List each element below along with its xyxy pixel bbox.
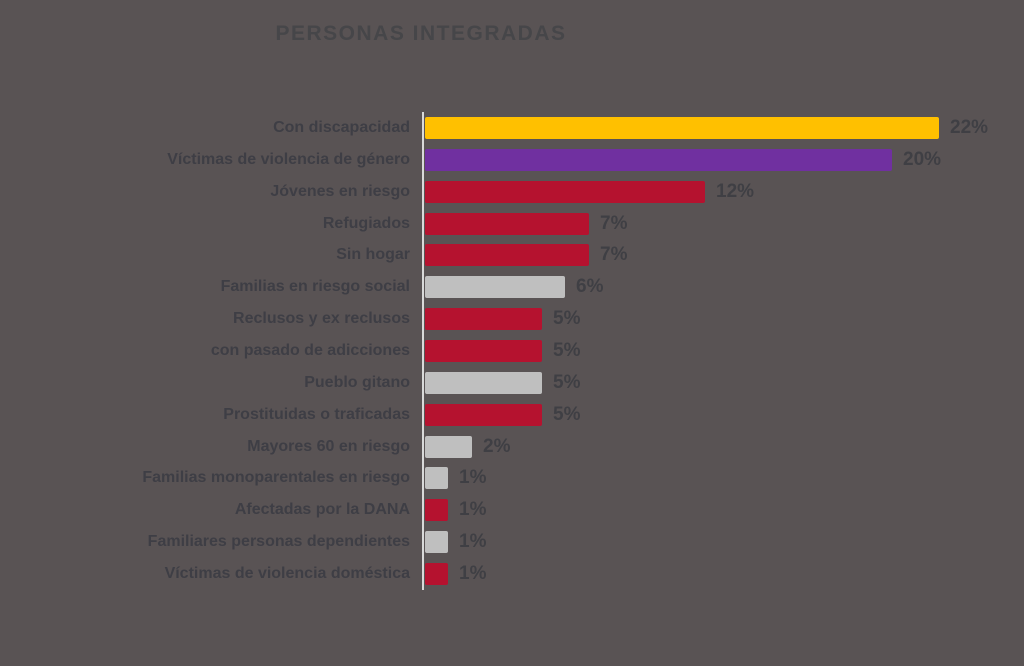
bar-row: Familiares personas dependientes 1% xyxy=(0,526,1010,558)
value-label: 12% xyxy=(716,180,755,202)
bar xyxy=(425,116,939,139)
category-label: Refugiados xyxy=(322,214,410,232)
bar-row: Víctimas de violencia de género 20% xyxy=(0,144,1010,176)
bar-row: Refugiados 7% xyxy=(0,208,1010,240)
category-label: Familias en riesgo social xyxy=(220,278,410,296)
category-label: Jóvenes en riesgo xyxy=(270,182,410,200)
bar-with-value: 2% xyxy=(425,431,510,463)
bar xyxy=(425,212,589,235)
category-label: Con discapacidad xyxy=(273,118,410,136)
bar-row: Víctimas de violencia doméstica 1% xyxy=(0,558,1010,590)
bar-row: Familias en riesgo social 6% xyxy=(0,271,1010,303)
value-label: 1% xyxy=(459,499,487,521)
bar xyxy=(425,499,448,522)
category-label: Víctimas de violencia de género xyxy=(167,150,410,168)
bar xyxy=(425,562,448,585)
bar-with-value: 5% xyxy=(425,335,580,367)
value-label: 2% xyxy=(483,435,511,457)
bar-row: Reclusos y ex reclusos 5% xyxy=(0,303,1010,335)
bar xyxy=(425,371,542,394)
value-label: 1% xyxy=(459,467,487,489)
bar-with-value: 1% xyxy=(425,462,486,494)
bar xyxy=(425,531,448,554)
value-label: 5% xyxy=(553,371,581,393)
bar xyxy=(425,244,589,267)
bar-with-value: 12% xyxy=(425,176,754,208)
value-label: 5% xyxy=(553,308,581,330)
value-label: 7% xyxy=(600,212,628,234)
category-label: Sin hogar xyxy=(336,246,410,264)
value-label: 6% xyxy=(576,276,604,298)
bar-row: Pueblo gitano 5% xyxy=(0,367,1010,399)
bar-with-value: 5% xyxy=(425,303,580,335)
bar-row: con pasado de adicciones 5% xyxy=(0,335,1010,367)
bar-with-value: 1% xyxy=(425,526,486,558)
bar xyxy=(425,276,565,299)
category-label: Reclusos y ex reclusos xyxy=(233,310,410,328)
category-label: Prostituidas o traficadas xyxy=(223,405,410,423)
bar xyxy=(425,467,448,490)
category-label: Mayores 60 en riesgo xyxy=(247,437,410,455)
bar-with-value: 6% xyxy=(425,271,603,303)
category-label: Familias monoparentales en riesgo xyxy=(142,469,410,487)
value-label: 5% xyxy=(553,403,581,425)
category-label: Pueblo gitano xyxy=(304,373,410,391)
bar-row: Con discapacidad 22% xyxy=(0,112,1010,144)
bar-with-value: 7% xyxy=(425,239,627,271)
bar-row: Afectadas por la DANA 1% xyxy=(0,494,1010,526)
value-label: 1% xyxy=(459,562,487,584)
bar-with-value: 1% xyxy=(425,494,486,526)
bar-with-value: 7% xyxy=(425,208,627,240)
bar-rows: Con discapacidad 22% Víctimas de violencia… xyxy=(0,112,1010,590)
category-label: con pasado de adicciones xyxy=(210,341,410,359)
bar-row: Jóvenes en riesgo 12% xyxy=(0,176,1010,208)
value-label: 20% xyxy=(903,148,942,170)
value-label: 5% xyxy=(553,339,581,361)
bar xyxy=(425,308,542,331)
bar-row: Familias monoparentales en riesgo 1% xyxy=(0,462,1010,494)
value-label: 22% xyxy=(950,116,989,138)
bar-row: Mayores 60 en riesgo 2% xyxy=(0,431,1010,463)
value-label: 7% xyxy=(600,244,628,266)
bar-with-value: 5% xyxy=(425,399,580,431)
category-label: Afectadas por la DANA xyxy=(234,501,410,519)
bar-with-value: 1% xyxy=(425,558,486,590)
bar-row: Prostituidas o traficadas 5% xyxy=(0,399,1010,431)
category-label: Víctimas de violencia doméstica xyxy=(164,564,410,582)
bar xyxy=(425,148,892,171)
chart-title: PERSONAS INTEGRADAS xyxy=(275,22,567,45)
bar xyxy=(425,403,542,426)
bar xyxy=(425,339,542,362)
category-label: Familiares personas dependientes xyxy=(147,533,410,551)
bar xyxy=(425,435,472,458)
value-label: 1% xyxy=(459,531,487,553)
bar-with-value: 22% xyxy=(425,112,988,144)
bar-row: Sin hogar 7% xyxy=(0,239,1010,271)
bar-with-value: 5% xyxy=(425,367,580,399)
y-axis-line xyxy=(422,112,424,590)
bar-with-value: 20% xyxy=(425,144,941,176)
bar xyxy=(425,180,705,203)
